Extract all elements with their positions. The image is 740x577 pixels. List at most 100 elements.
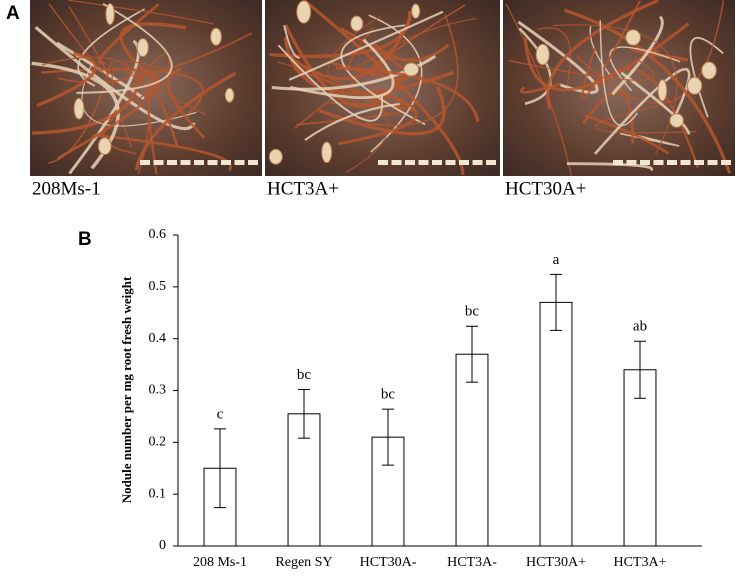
panel-label: A [6, 3, 20, 24]
error-bar [466, 325, 478, 383]
y-tick-label: 0.1 [149, 486, 167, 501]
scale-bar-segment [445, 160, 456, 165]
scale-bar-segment [721, 160, 731, 165]
root [48, 3, 109, 77]
nodule [657, 79, 668, 102]
bar [455, 353, 489, 547]
significance-label: bc [465, 304, 480, 320]
photo-caption: HCT3A+ [267, 178, 339, 199]
nodule [535, 43, 550, 66]
scale-bar-segment [613, 160, 623, 165]
error-bar [550, 273, 562, 331]
scale-bar-segment [667, 160, 677, 165]
root [599, 20, 638, 127]
significance-label: ab [633, 319, 647, 335]
scale-bar-segment [680, 160, 691, 165]
root [581, 0, 642, 99]
root [288, 10, 444, 81]
scale-bar-segment [432, 160, 442, 165]
root [566, 162, 654, 172]
root [581, 90, 635, 144]
significance-label: bc [297, 367, 312, 383]
root [269, 10, 412, 58]
x-tick-label: HCT3A- [447, 555, 497, 570]
scale-bar-segment [418, 160, 429, 165]
scale-bar-segment [626, 160, 637, 165]
nodule [321, 141, 333, 164]
scale-bar-segment [194, 160, 204, 165]
root [271, 55, 437, 91]
root [365, 14, 459, 127]
scale-bar-segment [221, 160, 231, 165]
root [318, 85, 446, 136]
nodule [625, 29, 641, 46]
root [123, 60, 207, 116]
scale-bar-segment [234, 160, 245, 165]
root [166, 67, 206, 139]
scale-bar-segment [486, 160, 496, 165]
significance-label: a [553, 252, 560, 268]
root [589, 26, 613, 79]
nodule [296, 0, 312, 24]
scale-bar-segment [140, 160, 150, 165]
y-tick-label: 0.6 [149, 227, 167, 242]
root [689, 36, 724, 118]
root [508, 59, 655, 81]
root [283, 25, 300, 59]
nodule [669, 113, 684, 128]
error-bar [214, 428, 226, 509]
root [335, 66, 480, 122]
scale-bar-segment [707, 160, 718, 165]
root [373, 43, 450, 62]
root [519, 82, 563, 94]
root [31, 72, 143, 135]
nodule [105, 3, 115, 26]
scale-bar-segment [167, 160, 177, 165]
root [36, 51, 98, 108]
y-axis-label: Nodule number per mg root fresh weight [119, 276, 134, 503]
root [97, 3, 160, 65]
nodule [701, 61, 717, 80]
nodule [268, 148, 283, 165]
root [594, 104, 697, 134]
nodule [210, 27, 222, 46]
significance-label: c [217, 406, 224, 422]
root [55, 41, 145, 100]
x-tick-label: HCT30A+ [526, 555, 586, 570]
scale-bar-segment [653, 160, 664, 165]
root [81, 63, 197, 127]
significance-label: bc [381, 387, 396, 403]
scale-bar-segment [378, 160, 388, 165]
nodule [350, 15, 364, 32]
scale-bar-segment [248, 160, 258, 165]
nodule [411, 3, 421, 19]
photo-caption: 208Ms-1 [32, 178, 101, 199]
root [41, 56, 150, 175]
x-tick-label: 208 Ms-1 [193, 555, 247, 570]
y-tick-label: 0.4 [149, 331, 167, 346]
root [338, 89, 418, 146]
x-tick-label: Regen SY [275, 555, 332, 570]
scale-bar-segment [180, 160, 191, 165]
nodule [136, 38, 149, 58]
root [537, 27, 572, 87]
error-bar [382, 408, 394, 466]
scale-bar-segment [640, 160, 650, 165]
error-bar [634, 340, 646, 399]
nodule [403, 62, 420, 77]
scale-bar-segment [391, 160, 402, 165]
nodule [686, 76, 703, 95]
bar [539, 301, 573, 547]
root [68, 0, 214, 25]
x-tick-label: HCT3A+ [613, 555, 666, 570]
root [584, 114, 670, 155]
y-tick-label: 0 [159, 538, 166, 553]
error-bar [298, 388, 310, 439]
root [146, 84, 179, 175]
root [57, 72, 160, 160]
scale-bar-segment [207, 160, 218, 165]
root [289, 38, 395, 99]
nodule [73, 97, 85, 120]
root [546, 0, 659, 110]
